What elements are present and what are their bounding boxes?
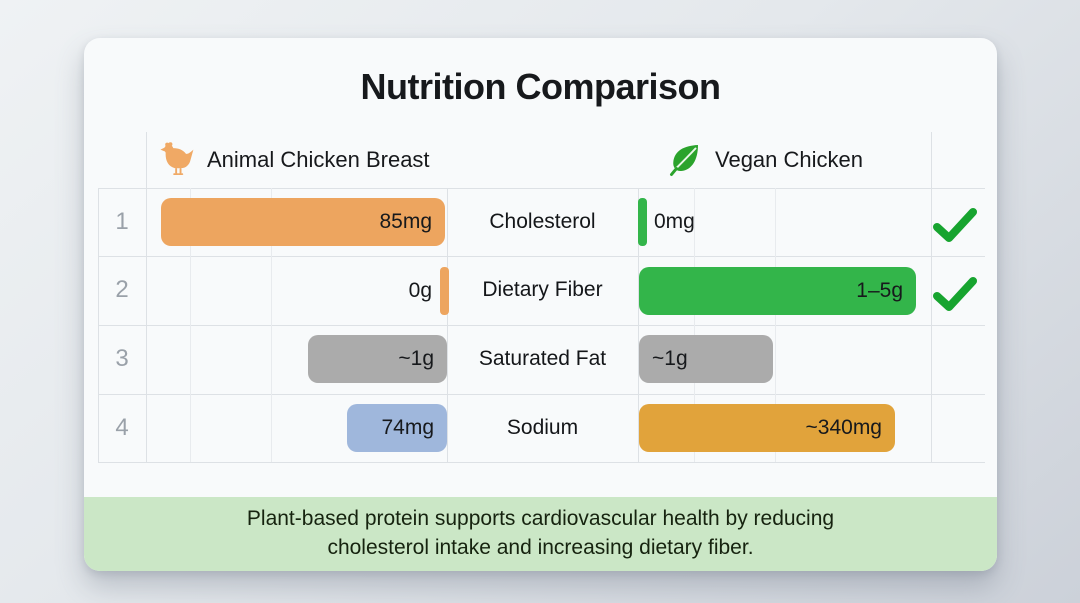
gridline-vertical-faint [271,188,272,462]
column-header-animal: Animal Chicken Breast [158,138,430,182]
gridline-vertical [638,188,639,462]
leaf-icon [670,145,698,176]
column-header-vegan-label: Vegan Chicken [715,147,863,172]
check-icon [933,277,977,311]
gridline-vertical-faint [775,188,776,462]
bar-vegan-satfat: ~1g [639,335,773,383]
gridline-horizontal [98,188,985,189]
row-number: 4 [115,414,129,441]
gridline-horizontal [98,325,985,326]
bar-vegan-sodium: ~340mg [639,404,895,452]
value-animal-fiber: 0g [408,279,432,302]
footer-note: Plant-based protein supports cardiovascu… [246,507,835,559]
bar-value: 85mg [379,210,432,233]
nutrient-label: Sodium [506,416,579,439]
gridline-vertical-faint [190,188,191,462]
bar-value: 1–5g [856,279,903,302]
nutrition-comparison-card: Nutrition Comparison Animal Chicken Brea… [84,38,997,571]
column-header-vegan: Vegan Chicken [666,138,863,182]
gridline-vertical [98,188,99,462]
gridline-vertical [447,188,448,462]
bar-vegan-fiber: 1–5g [639,267,916,315]
gridline-horizontal [98,462,985,463]
bar-value: ~340mg [805,416,882,439]
gridline-vertical [931,132,932,462]
bar-animal-fiber [440,267,449,315]
chicken-icon [160,142,194,175]
bar-animal-cholesterol: 85mg [161,198,445,246]
nutrient-label: Cholesterol [489,210,596,233]
row-number: 1 [115,208,129,235]
value-vegan-cholesterol: 0mg [654,210,695,233]
bar-animal-satfat: ~1g [308,335,447,383]
row-number: 3 [115,345,129,372]
nutrient-label: Saturated Fat [478,347,607,370]
bar-vegan-cholesterol [638,198,647,246]
gridline-vertical-faint [694,188,695,462]
gridline-horizontal [98,394,985,395]
bar-value: 74mg [381,416,434,439]
footer-banner: Plant-based protein supports cardiovascu… [84,497,997,571]
gridline-vertical [146,132,147,462]
row-number: 2 [115,276,129,303]
bar-value: ~1g [652,347,688,370]
nutrient-label: Dietary Fiber [482,278,603,301]
gridline-horizontal [98,256,985,257]
check-icon [933,208,977,242]
bar-value: ~1g [398,347,434,370]
column-header-animal-label: Animal Chicken Breast [207,147,430,172]
page-title: Nutrition Comparison [360,66,721,107]
bar-animal-sodium: 74mg [347,404,447,452]
